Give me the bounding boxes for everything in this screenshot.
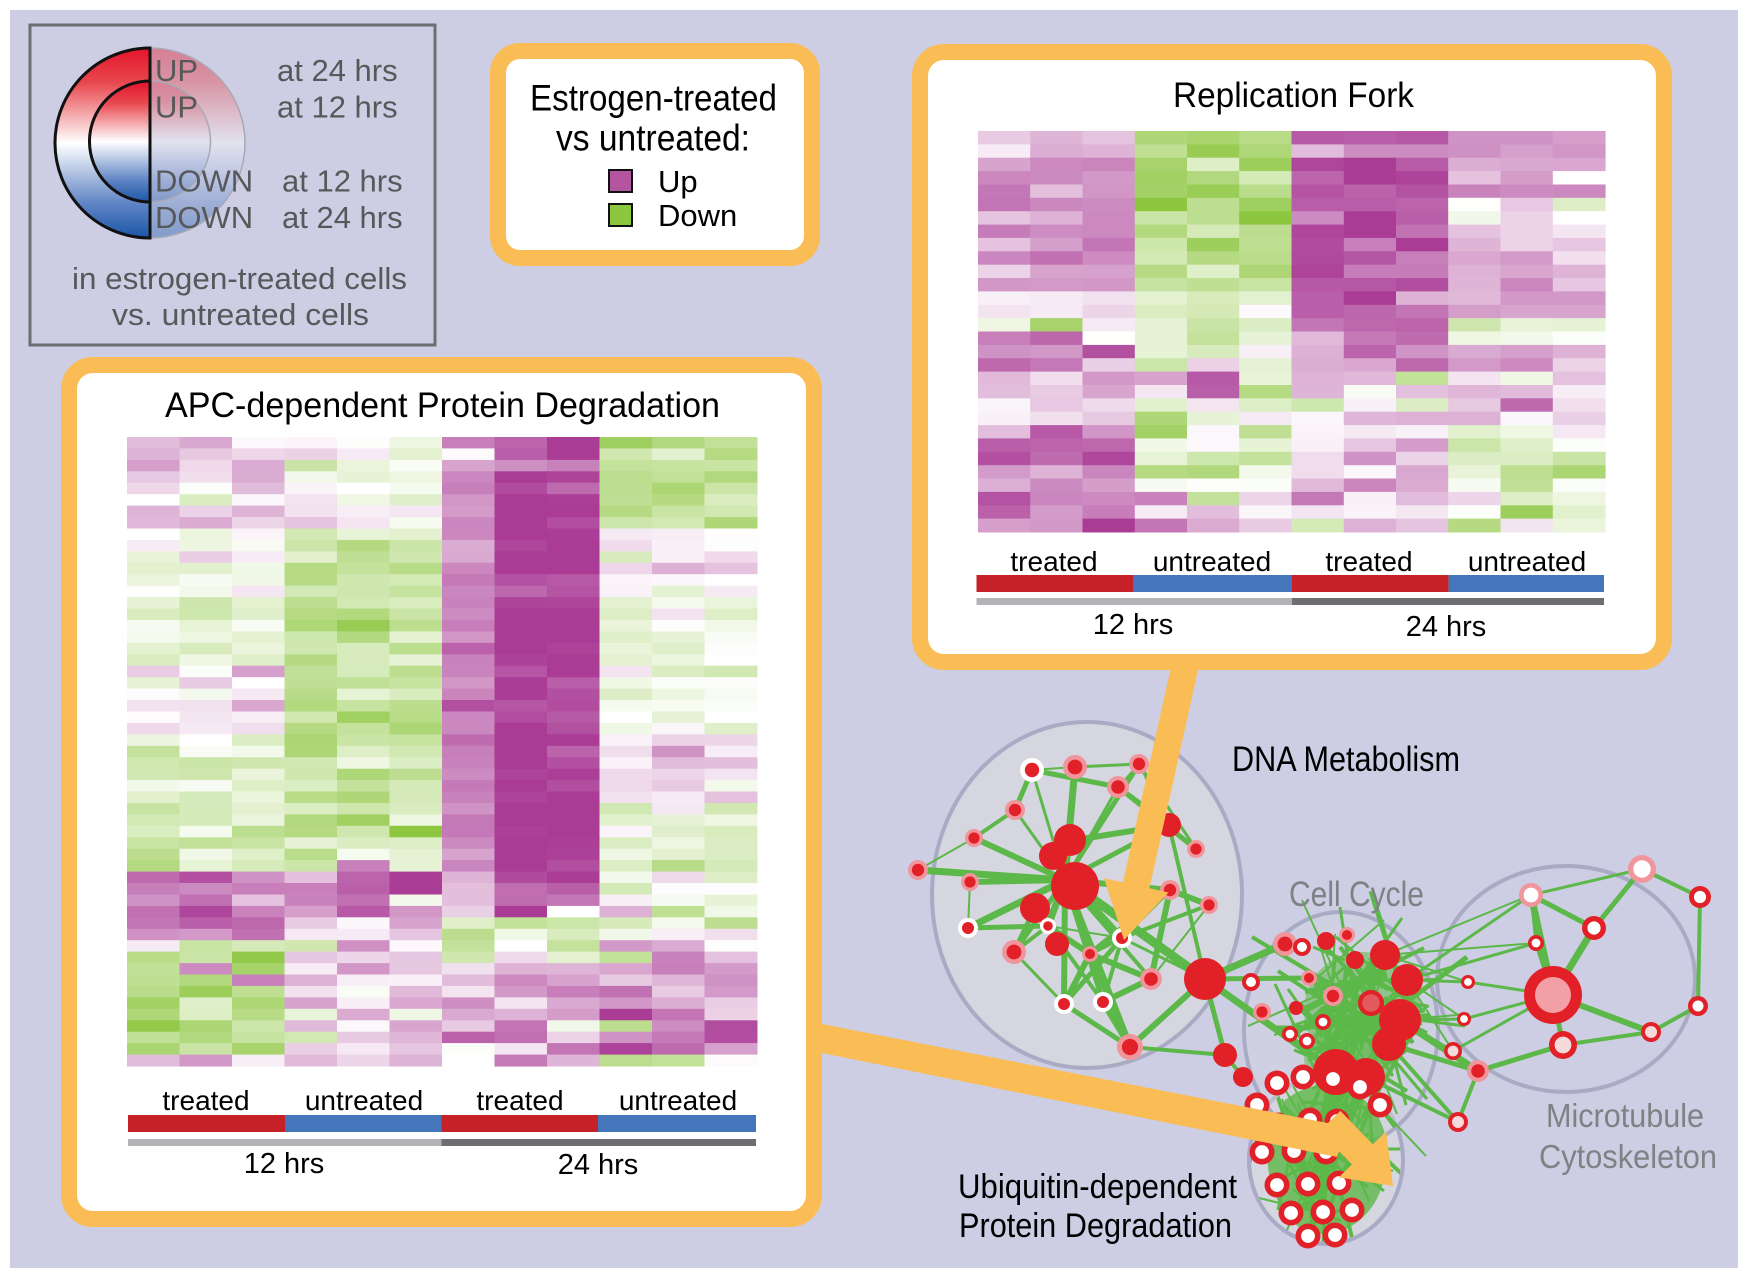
svg-text:12 hrs: 12 hrs [244, 1148, 325, 1180]
svg-text:treated: treated [162, 1085, 249, 1116]
svg-text:vs untreated:: vs untreated: [556, 118, 750, 159]
svg-text:Cell Cycle: Cell Cycle [1289, 875, 1424, 914]
svg-text:Ubiquitin-dependent: Ubiquitin-dependent [958, 1168, 1238, 1206]
svg-text:24 hrs: 24 hrs [558, 1149, 639, 1181]
svg-text:at 24 hrs: at 24 hrs [277, 53, 398, 88]
svg-text:Estrogen-treated: Estrogen-treated [530, 78, 777, 119]
svg-text:treated: treated [476, 1085, 563, 1116]
svg-text:12 hrs: 12 hrs [1093, 609, 1174, 641]
svg-text:DOWN: DOWN [155, 164, 253, 199]
svg-text:Microtubule: Microtubule [1546, 1097, 1704, 1134]
svg-text:APC-dependent Protein Degradat: APC-dependent Protein Degradation [165, 386, 720, 425]
svg-text:in estrogen-treated cells: in estrogen-treated cells [72, 261, 407, 296]
svg-text:untreated: untreated [305, 1085, 423, 1116]
svg-text:UP: UP [155, 90, 198, 125]
svg-text:DOWN: DOWN [155, 200, 253, 235]
svg-text:treated: treated [1010, 546, 1097, 577]
svg-text:vs. untreated cells: vs. untreated cells [112, 297, 369, 332]
svg-text:treated: treated [1325, 546, 1412, 577]
svg-text:Protein Degradation: Protein Degradation [959, 1207, 1232, 1245]
svg-text:at 12 hrs: at 12 hrs [277, 90, 398, 125]
svg-text:24 hrs: 24 hrs [1406, 611, 1487, 643]
svg-text:Cytoskeleton: Cytoskeleton [1539, 1138, 1717, 1175]
svg-text:at 12 hrs: at 12 hrs [282, 164, 403, 199]
svg-text:Up: Up [658, 164, 698, 199]
svg-text:DNA Metabolism: DNA Metabolism [1232, 740, 1460, 779]
svg-text:untreated: untreated [619, 1085, 737, 1116]
svg-text:untreated: untreated [1153, 546, 1271, 577]
svg-text:Down: Down [658, 198, 737, 233]
svg-text:untreated: untreated [1468, 546, 1586, 577]
svg-text:at 24 hrs: at 24 hrs [282, 200, 403, 235]
svg-text:UP: UP [155, 53, 198, 88]
svg-text:Replication Fork: Replication Fork [1173, 76, 1414, 115]
